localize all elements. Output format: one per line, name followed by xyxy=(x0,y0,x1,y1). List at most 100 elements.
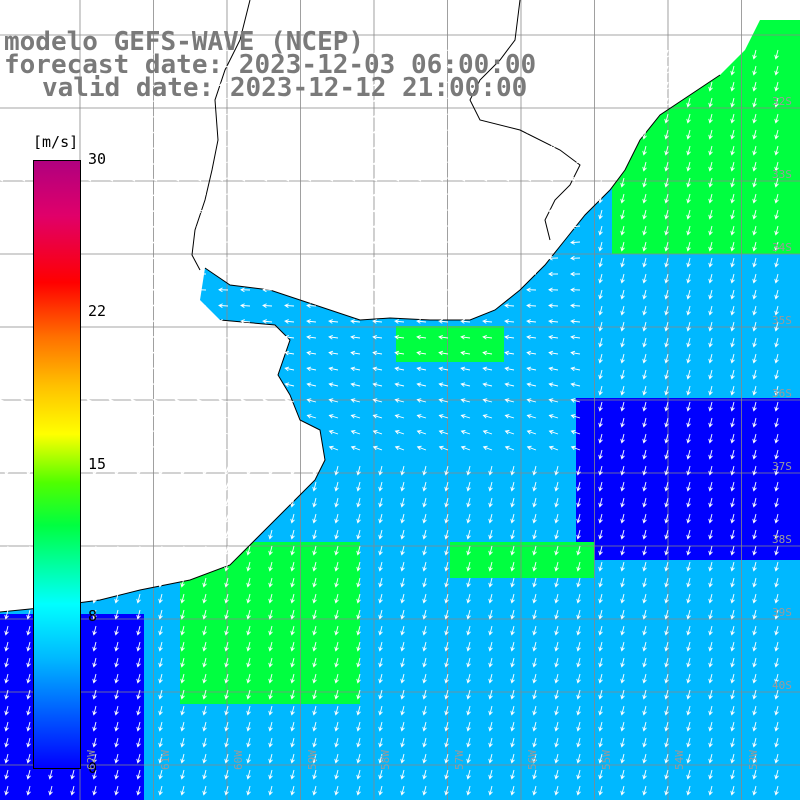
wind-arrow xyxy=(196,255,207,261)
wind-arrow xyxy=(526,398,537,403)
wind-arrow xyxy=(730,465,735,476)
speed-cell xyxy=(0,722,19,741)
wind-arrow xyxy=(372,382,383,387)
speed-cell xyxy=(468,470,487,489)
wind-arrow xyxy=(246,705,251,716)
wind-arrow xyxy=(730,289,735,300)
wind-arrow xyxy=(394,287,405,293)
speed-cell xyxy=(774,686,793,705)
speed-cell xyxy=(396,704,415,723)
wind-arrow xyxy=(686,129,691,140)
wind-arrow xyxy=(290,625,295,636)
speed-cell xyxy=(396,578,415,597)
wind-arrow xyxy=(526,414,537,419)
wind-arrow xyxy=(620,529,625,540)
speed-cell xyxy=(684,308,703,327)
speed-cell xyxy=(522,578,541,597)
wind-arrow xyxy=(152,129,163,134)
speed-cell xyxy=(360,380,379,399)
speed-cell xyxy=(396,470,415,489)
wind-arrow xyxy=(246,769,251,780)
speed-cell xyxy=(702,470,721,489)
wind-arrow xyxy=(306,319,317,324)
speed-cell xyxy=(540,686,559,705)
wind-arrow xyxy=(774,465,779,476)
speed-cell xyxy=(342,596,361,615)
wind-arrow xyxy=(240,240,251,245)
speed-cell xyxy=(738,416,757,435)
speed-cell xyxy=(792,632,800,651)
wind-arrow xyxy=(708,193,713,204)
speed-cell xyxy=(738,650,757,669)
wind-arrow xyxy=(180,625,185,636)
wind-arrow xyxy=(686,145,691,156)
speed-cell xyxy=(540,272,559,291)
speed-cell xyxy=(360,398,379,417)
wind-arrow xyxy=(598,385,603,396)
wind-arrow xyxy=(328,192,339,198)
speed-cell xyxy=(792,38,800,57)
speed-cell xyxy=(648,704,667,723)
wind-arrow xyxy=(180,561,185,572)
speed-cell xyxy=(720,92,739,111)
speed-cell xyxy=(270,560,289,579)
wind-arrow xyxy=(664,481,669,492)
speed-cell xyxy=(774,416,793,435)
wind-arrow xyxy=(554,593,559,604)
wind-arrow xyxy=(356,673,361,684)
wind-arrow xyxy=(686,209,691,220)
speed-cell xyxy=(396,416,415,435)
wind-arrow xyxy=(4,465,9,476)
speed-cell xyxy=(576,380,595,399)
speed-cell xyxy=(702,254,721,273)
speed-cell xyxy=(72,776,91,795)
speed-cell xyxy=(576,452,595,471)
speed-cell xyxy=(126,596,145,615)
speed-cell xyxy=(468,452,487,471)
wind-arrow xyxy=(92,769,97,780)
speed-cell xyxy=(540,542,559,561)
wind-arrow xyxy=(730,577,735,588)
wind-arrow xyxy=(620,305,625,316)
speed-cell xyxy=(738,524,757,543)
wind-arrow xyxy=(328,176,339,182)
speed-cell xyxy=(360,614,379,633)
speed-cell xyxy=(360,722,379,741)
wind-arrow xyxy=(488,593,493,604)
speed-cell xyxy=(756,236,775,255)
wind-arrow xyxy=(730,49,735,60)
speed-cell xyxy=(756,398,775,417)
speed-cell xyxy=(324,488,343,507)
speed-cell xyxy=(666,236,685,255)
wind-arrow xyxy=(130,81,141,87)
speed-cell xyxy=(774,506,793,525)
wind-arrow xyxy=(130,366,141,372)
wind-arrow xyxy=(664,273,669,284)
wind-arrow xyxy=(686,337,691,348)
wind-arrow xyxy=(400,497,405,508)
speed-cell xyxy=(648,308,667,327)
speed-cell xyxy=(756,74,775,93)
speed-cell xyxy=(180,704,199,723)
speed-cell xyxy=(432,650,451,669)
speed-cell xyxy=(612,236,631,255)
wind-arrow xyxy=(438,208,449,214)
wind-arrow xyxy=(4,657,9,668)
wind-arrow xyxy=(306,208,317,214)
wind-arrow xyxy=(482,192,493,198)
wind-arrow xyxy=(86,287,97,293)
speed-cell xyxy=(522,650,541,669)
wind-arrow xyxy=(444,593,449,604)
wind-arrow xyxy=(158,641,163,652)
wind-arrow xyxy=(92,689,97,700)
wind-arrow xyxy=(730,433,735,444)
wind-arrow xyxy=(202,577,207,588)
wind-arrow xyxy=(262,161,273,166)
speed-cell xyxy=(396,488,415,507)
wind-arrow xyxy=(752,65,757,76)
wind-arrow xyxy=(284,145,295,150)
speed-cell xyxy=(594,758,613,777)
wind-arrow xyxy=(350,445,361,451)
wind-arrow xyxy=(334,513,339,524)
wind-arrow xyxy=(306,429,317,435)
